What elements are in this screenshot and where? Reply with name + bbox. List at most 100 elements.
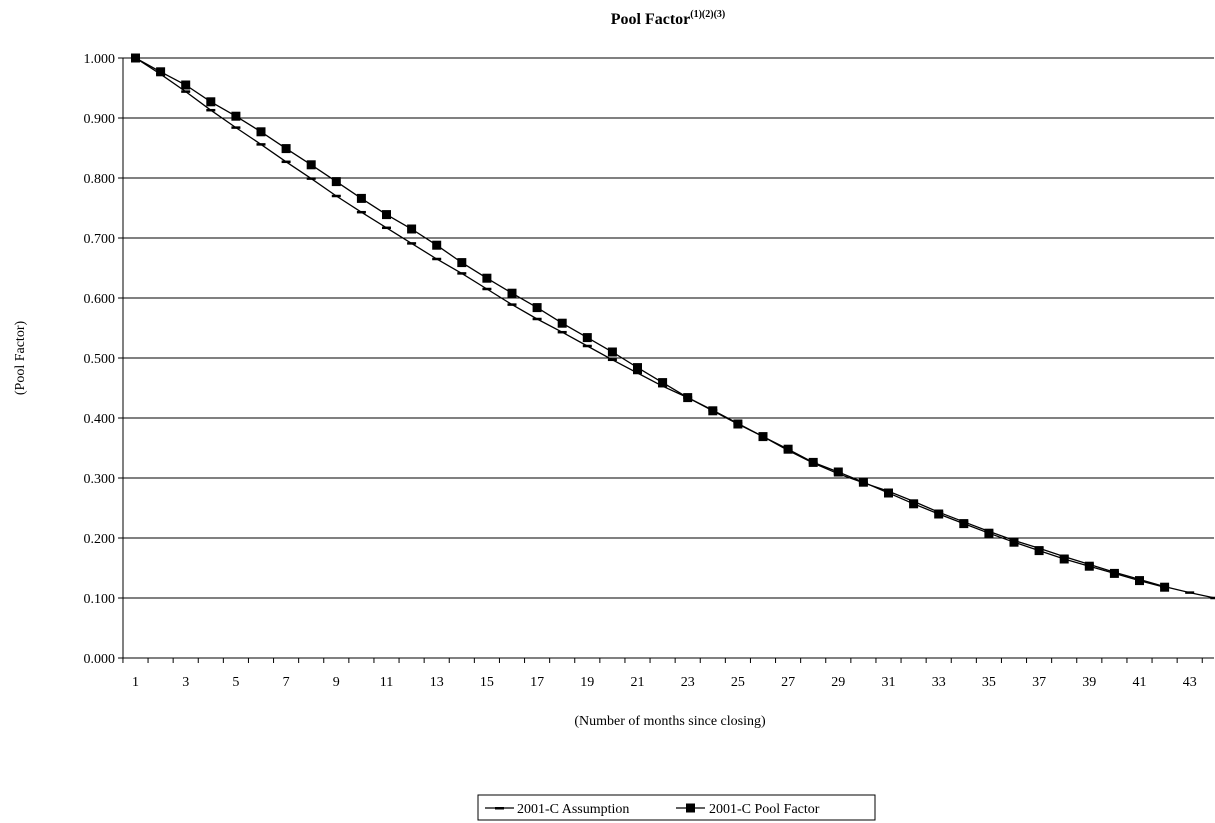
- assumption-point: [206, 108, 216, 112]
- x-tick-label: 9: [333, 675, 340, 690]
- y-tick-label: 0.200: [84, 532, 116, 547]
- poolfactor-point: [281, 144, 291, 154]
- series-lines: [131, 53, 1215, 600]
- x-tick-label: 35: [982, 675, 996, 690]
- x-tick-label: 7: [283, 675, 290, 690]
- poolfactor-point: [808, 457, 818, 467]
- y-tick-label: 0.700: [84, 232, 116, 247]
- poolfactor-point: [758, 432, 768, 442]
- legend-assumption-label: 2001-C Assumption: [517, 802, 629, 817]
- x-tick-label: 3: [182, 675, 189, 690]
- series-line-1: [135, 57, 1165, 588]
- y-tick-label: 0.100: [84, 592, 116, 607]
- poolfactor-point: [884, 488, 893, 498]
- poolfactor-point: [156, 67, 166, 77]
- gridlines: [123, 57, 1214, 599]
- x-tick-label: 39: [1082, 675, 1096, 690]
- poolfactor-point: [1034, 546, 1044, 556]
- poolfactor-point: [658, 378, 668, 388]
- x-tick-label: 41: [1133, 675, 1147, 690]
- y-axis-title: (Pool Factor): [13, 321, 28, 396]
- poolfactor-point: [582, 333, 592, 343]
- assumption-point: [507, 303, 517, 306]
- poolfactor-point: [206, 97, 216, 107]
- poolfactor-point: [231, 111, 241, 121]
- poolfactor-point: [1160, 582, 1170, 592]
- legend-assumption-marker: [495, 807, 504, 810]
- y-tick-label: 0.800: [84, 172, 116, 187]
- y-tick-label: 0.500: [84, 352, 116, 367]
- poolfactor-point: [934, 509, 944, 519]
- x-tick-label: 27: [781, 675, 795, 690]
- poolfactor-point: [1059, 554, 1069, 564]
- x-tick-label: 21: [631, 675, 645, 690]
- x-tick-label: 15: [480, 675, 494, 690]
- axes: [118, 57, 1214, 663]
- poolfactor-point: [1135, 576, 1144, 586]
- legend-poolfactor-label: 2001-C Pool Factor: [709, 802, 820, 817]
- poolfactor-point: [181, 80, 191, 90]
- poolfactor-point: [407, 224, 417, 234]
- legend-poolfactor-marker: [686, 803, 695, 813]
- assumption-point: [557, 330, 567, 334]
- x-tick-label: 29: [831, 675, 845, 690]
- y-tick-label: 0.000: [84, 652, 116, 667]
- poolfactor-point: [557, 318, 567, 328]
- legend: 2001-C Assumption 2001-C Pool Factor: [477, 794, 876, 821]
- x-tick-label: 31: [882, 675, 896, 690]
- chart-title: Pool Factor(1)(2)(3): [611, 9, 726, 28]
- y-tick-labels: 0.000 0.100 0.200 0.300 0.400 0.500 0.600 0.700…: [84, 52, 116, 667]
- assumption-point: [356, 210, 366, 214]
- x-tick-label: 43: [1183, 675, 1197, 690]
- assumption-point: [633, 371, 642, 375]
- assumption-point: [281, 160, 291, 164]
- assumption-point: [231, 126, 241, 129]
- assumption-point: [407, 242, 417, 245]
- poolfactor-point: [532, 303, 542, 313]
- x-tick-label: 25: [731, 675, 745, 690]
- poolfactor-point: [1084, 561, 1094, 571]
- poolfactor-point: [833, 467, 843, 477]
- poolfactor-point: [909, 499, 919, 509]
- assumption-point: [181, 90, 191, 93]
- x-tick-label: 33: [932, 675, 946, 690]
- poolfactor-point: [432, 240, 442, 250]
- poolfactor-point: [131, 53, 140, 63]
- x-tick-label: 5: [232, 675, 239, 690]
- chart-title-main: Pool Factor: [611, 11, 691, 28]
- x-axis-title: (Number of months since closing): [574, 714, 766, 729]
- assumption-point: [582, 344, 592, 348]
- assumption-point: [306, 177, 316, 180]
- assumption-point: [256, 143, 266, 146]
- poolfactor-point: [507, 288, 517, 298]
- x-tick-labels: 1 3 5 7 9 11 13 15 17 19 21 23 25 27 29 31 33 35 37 39 41 43: [132, 675, 1197, 690]
- poolfactor-point: [356, 193, 366, 203]
- x-tick-label: 23: [681, 675, 695, 690]
- assumption-point: [1210, 596, 1215, 600]
- assumption-point: [382, 226, 391, 230]
- y-tick-label: 0.400: [84, 412, 116, 427]
- poolfactor-point: [708, 406, 718, 416]
- assumption-point: [607, 358, 617, 362]
- poolfactor-point: [306, 160, 316, 170]
- poolfactor-point: [683, 393, 693, 403]
- poolfactor-point: [1009, 537, 1019, 547]
- x-tick-label: 37: [1032, 675, 1046, 690]
- y-tick-label: 0.300: [84, 472, 116, 487]
- poolfactor-point: [959, 519, 969, 529]
- series-line-0: [135, 57, 1215, 599]
- poolfactor-point: [858, 477, 868, 487]
- x-tick-label: 19: [580, 675, 594, 690]
- poolfactor-point: [382, 210, 391, 220]
- y-tick-label: 0.600: [84, 292, 116, 307]
- poolfactor-point: [607, 347, 617, 357]
- assumption-point: [1185, 591, 1195, 594]
- y-tick-label: 0.900: [84, 112, 116, 127]
- chart-title-superscript: (1)(2)(3): [690, 9, 725, 20]
- poolfactor-point: [783, 444, 793, 454]
- poolfactor-point: [331, 177, 341, 187]
- assumption-point: [532, 317, 542, 321]
- poolfactor-point: [457, 258, 467, 268]
- x-tick-label: 17: [530, 675, 544, 690]
